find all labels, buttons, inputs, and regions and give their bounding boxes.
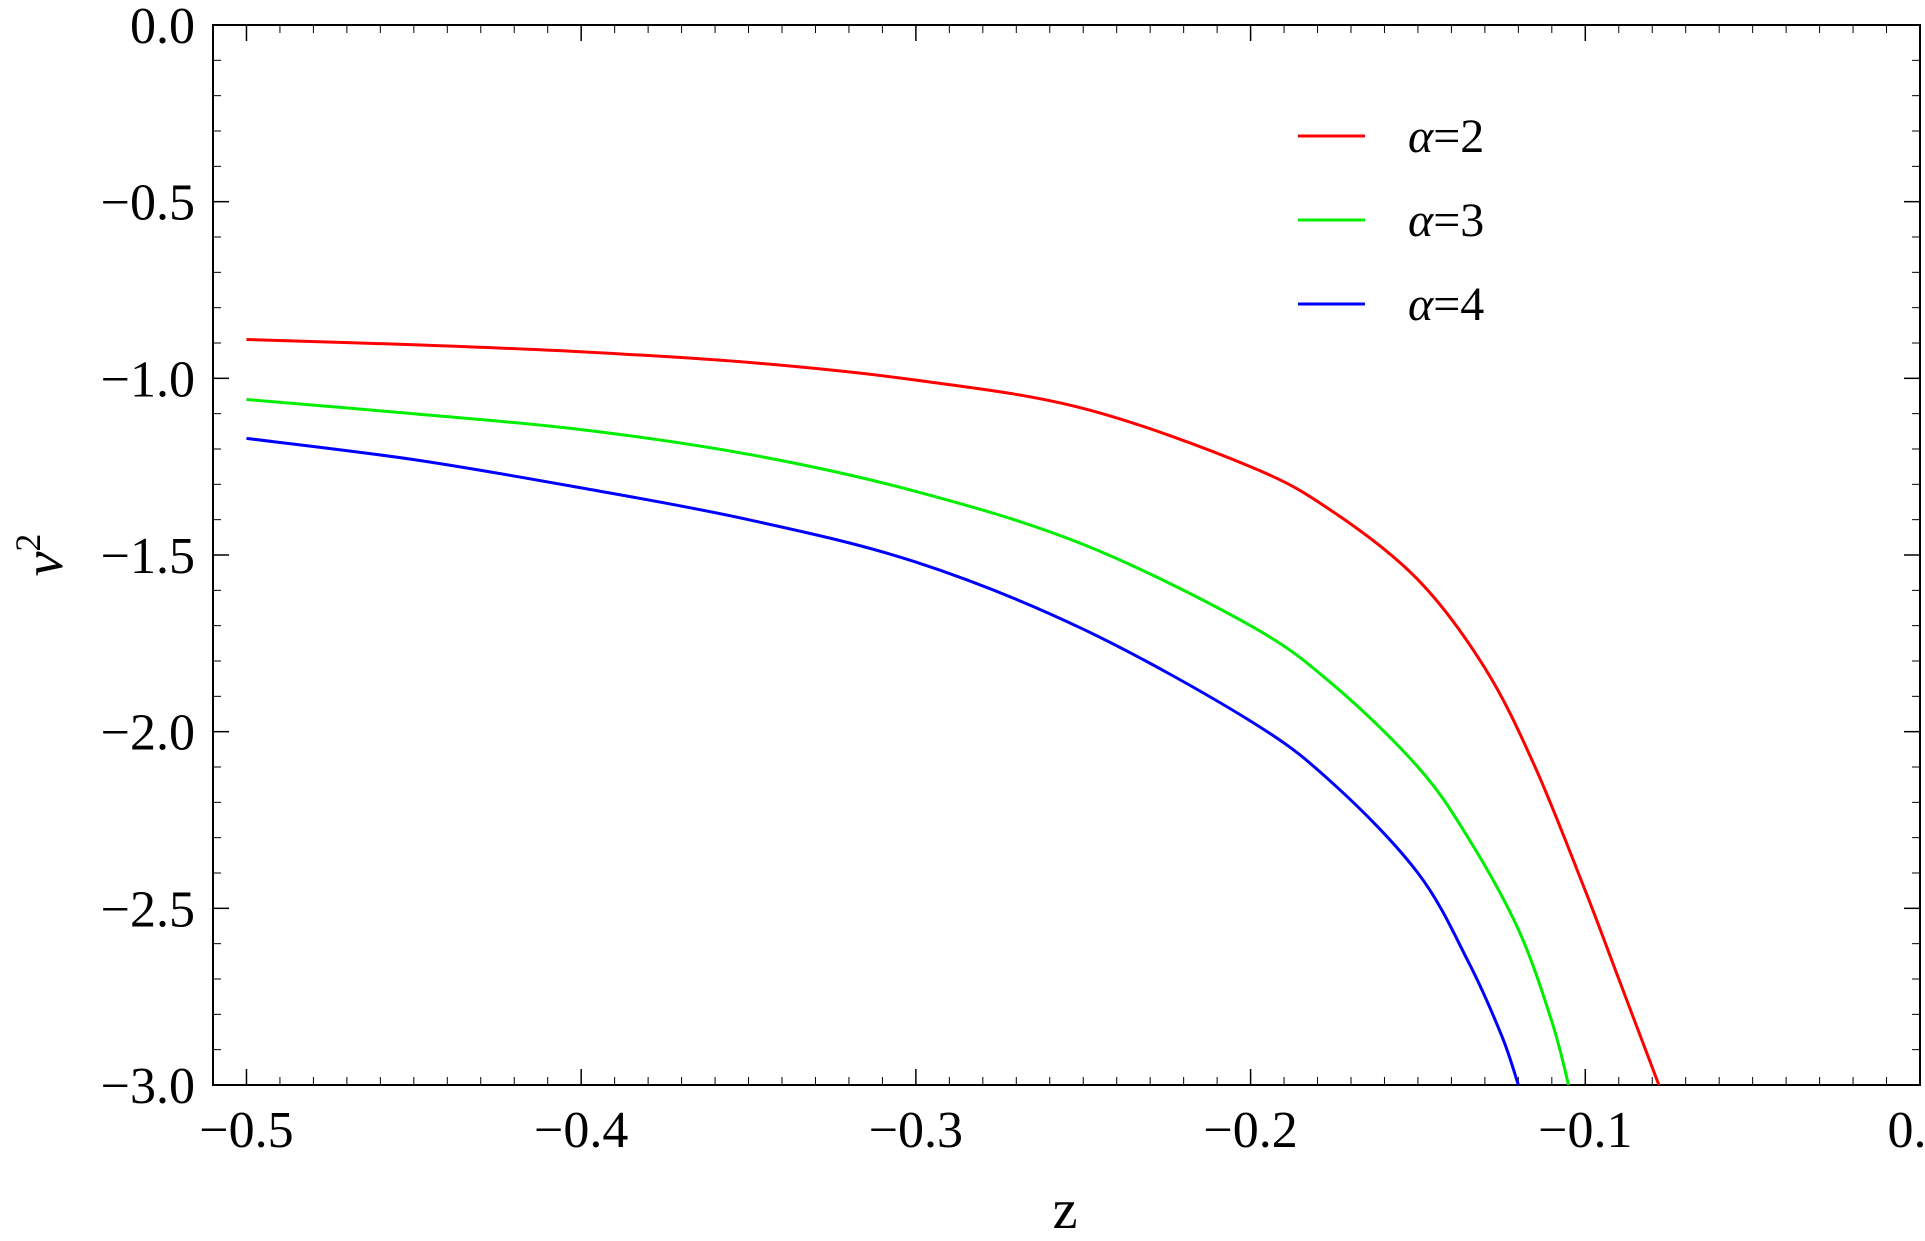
x-tick-label: −0.3 xyxy=(869,1102,963,1159)
series-lines xyxy=(246,338,1661,1086)
tick-labels: −0.5 −0.4 −0.3 −0.2 −0.1 0.0 0.0 −0.5 −1.0 −1.5 −2… xyxy=(101,0,1925,1159)
legend: α=2 α=3 α=4 xyxy=(1298,110,1484,331)
y-tick-label: −1.0 xyxy=(101,351,195,408)
x-tick-label: −0.2 xyxy=(1203,1102,1297,1159)
x-tick-label: 0.0 xyxy=(1888,1102,1925,1159)
y-axis-title-sup: 2 xyxy=(8,534,48,552)
y-axis-title: v2 xyxy=(8,534,75,577)
x-axis-title: z xyxy=(1053,1179,1078,1241)
legend-label-3: α=4 xyxy=(1408,278,1484,331)
legend-label-1: α=2 xyxy=(1408,110,1484,163)
x-tick-label: −0.5 xyxy=(199,1102,293,1159)
legend-label-2: α=3 xyxy=(1408,194,1484,247)
y-tick-label: −1.5 xyxy=(101,528,195,585)
x-tick-label: −0.4 xyxy=(534,1102,628,1159)
series-line-2 xyxy=(246,398,1571,1086)
y-tick-label: 0.0 xyxy=(130,0,195,55)
x-tick-label: −0.1 xyxy=(1538,1102,1632,1159)
y-tick-label: −3.0 xyxy=(101,1058,195,1115)
svg-text:v2: v2 xyxy=(8,534,75,577)
y-tick-label: −2.0 xyxy=(101,705,195,762)
series-line-1 xyxy=(246,338,1661,1086)
plot-frame xyxy=(212,24,1921,1086)
y-axis-title-base: v xyxy=(13,551,75,576)
y-tick-label: −2.5 xyxy=(101,881,195,938)
tick-marks xyxy=(212,24,1921,1086)
y-tick-label: −0.5 xyxy=(101,175,195,232)
series-line-3 xyxy=(246,436,1520,1086)
